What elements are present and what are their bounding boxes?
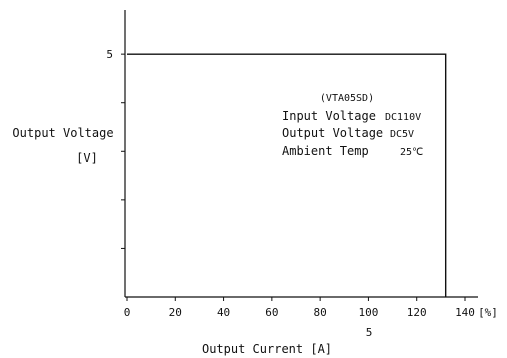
- x-tick-label: 0: [124, 306, 131, 319]
- y-axis-unit: [V]: [76, 151, 98, 165]
- y-axis-title: Output Voltage: [12, 126, 113, 140]
- annotation-output-voltage-value: DC5V: [390, 129, 414, 140]
- x-ticks: 0 20 40 60 80 100 120 140: [124, 297, 475, 319]
- x-tick-label: 120: [407, 306, 427, 319]
- y-ticks: 5: [106, 48, 125, 249]
- annotation-output-voltage-label: Output Voltage: [282, 126, 383, 140]
- x-tick-label: 100: [358, 306, 378, 319]
- x-tick-label: 20: [169, 306, 182, 319]
- annotation-ambient-temp-value: 25℃: [400, 147, 423, 158]
- x-tick-label: 40: [217, 306, 230, 319]
- x-tick-label: 60: [265, 306, 278, 319]
- series-layer: [127, 53, 447, 297]
- annotation-model: (VTA05SD): [320, 93, 374, 104]
- x-tick-label: 140: [455, 306, 475, 319]
- x-tick-label: 80: [314, 306, 327, 319]
- annotation-ambient-temp-label: Ambient Temp: [282, 144, 369, 158]
- x-axis-title: Output Current [A]: [202, 342, 332, 356]
- y-tick-label: 5: [106, 48, 113, 61]
- annotation-input-voltage-label: Input Voltage: [282, 109, 376, 123]
- series-line: [127, 53, 447, 297]
- annotation-input-voltage-value: DC110V: [385, 112, 421, 123]
- x-secondary-label: 5: [366, 326, 373, 339]
- x-axis-unit: [%]: [478, 306, 498, 319]
